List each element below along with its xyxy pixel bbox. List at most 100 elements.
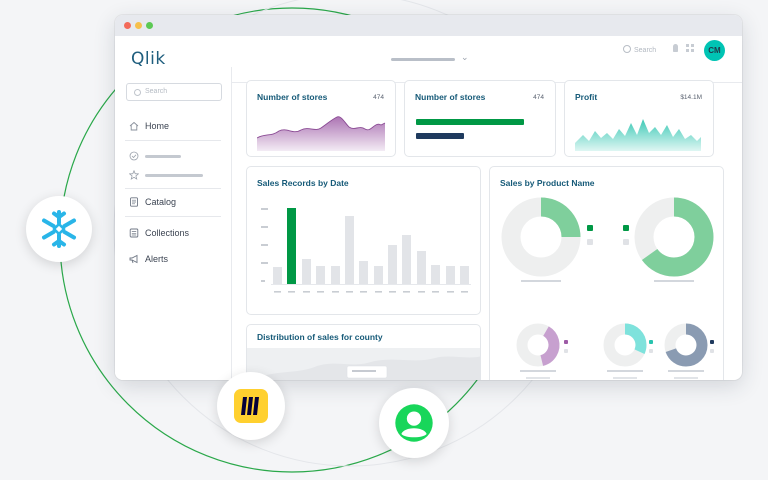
sidebar-search-placeholder: Search <box>145 88 168 95</box>
kpi-value: 474 <box>533 94 544 101</box>
sidebar-item-checked[interactable] <box>129 149 181 163</box>
app-selector[interactable]: ⌄ <box>391 52 475 66</box>
miro-mark-icon <box>241 397 259 415</box>
megaphone-icon <box>129 254 138 264</box>
sales-records-chart-card[interactable]: Sales Records by Date <box>246 166 481 315</box>
snowflake-badge[interactable] <box>26 196 92 262</box>
chart-bar <box>388 245 397 284</box>
y-tick-label-placeholder <box>261 262 268 264</box>
sidebar-item-catalog[interactable]: Catalog <box>129 195 176 209</box>
sidebar-item-label: Collections <box>145 228 190 238</box>
avatar[interactable]: CM <box>704 40 725 61</box>
legend-swatch <box>710 340 714 344</box>
donut-label-placeholder <box>613 377 637 379</box>
top-search-placeholder: Search <box>634 47 657 54</box>
x-tick-label-placeholder <box>389 291 396 293</box>
x-tick-label-placeholder <box>346 291 353 293</box>
kpi-card-number-of-stores-bars[interactable]: Number of stores 474 <box>404 80 556 157</box>
title-bar <box>115 15 742 36</box>
map-tooltip-line <box>352 370 376 372</box>
bell-icon[interactable] <box>673 44 678 52</box>
top-search[interactable]: Search <box>623 45 656 57</box>
sales-by-product-card[interactable]: Sales by Product Name <box>489 166 724 380</box>
x-tick-label-placeholder <box>418 291 425 293</box>
x-tick-label-placeholder <box>317 291 324 293</box>
sidebar-item-collections[interactable]: Collections <box>129 226 189 240</box>
chart-bar <box>460 266 469 284</box>
kpi-bar-primary <box>416 119 524 125</box>
sidebar: Search Home Catalog Collections Alerts <box>115 67 232 380</box>
chart-bar <box>302 259 311 284</box>
chart-bar <box>374 266 383 284</box>
card-title: Sales Records by Date <box>257 178 349 188</box>
kpi-title: Profit <box>575 92 598 102</box>
sales-records-bar-chart <box>261 208 471 293</box>
donut-segment <box>603 323 647 367</box>
qlik-logo[interactable]: Qlik <box>131 49 166 69</box>
sidebar-item-alerts[interactable]: Alerts <box>129 252 168 266</box>
legend-swatch <box>587 225 593 231</box>
legend-swatch <box>564 340 568 344</box>
sidebar-item-label: Catalog <box>145 197 177 207</box>
x-tick-label-placeholder <box>403 291 410 293</box>
kpi-title: Number of stores <box>257 92 328 102</box>
x-tick-label-placeholder <box>332 291 339 293</box>
miro-badge[interactable] <box>217 372 285 440</box>
miro-logo-icon <box>234 389 268 423</box>
sidebar-item-label: Alerts <box>145 254 169 264</box>
x-tick-label-placeholder <box>461 291 468 293</box>
x-tick-label-placeholder <box>432 291 439 293</box>
donut-label-placeholder <box>521 280 561 282</box>
people-logo-icon <box>395 404 433 442</box>
legend-swatch <box>649 340 653 344</box>
minimize-dot[interactable] <box>135 22 142 29</box>
chart-bar <box>402 235 411 284</box>
app-window: Qlik ⌄ Search CM Search Home <box>115 15 742 380</box>
app-selector-placeholder <box>391 58 455 61</box>
chart-bar <box>273 267 282 284</box>
distribution-map-card[interactable]: Distribution of sales for county <box>246 324 481 380</box>
kpi-card-profit[interactable]: Profit $14.1M <box>564 80 714 157</box>
chart-bar <box>345 216 354 284</box>
y-tick-label-placeholder <box>261 280 265 282</box>
snowflake-logo-icon <box>42 210 76 248</box>
card-title: Distribution of sales for county <box>257 332 383 342</box>
people-badge[interactable] <box>379 388 449 458</box>
kpi-area-line <box>257 116 386 139</box>
sidebar-item-favorites[interactable] <box>129 168 203 182</box>
search-icon <box>134 89 141 96</box>
chart-bar-highlight <box>287 208 296 284</box>
star-icon <box>129 170 139 180</box>
kpi-title: Number of stores <box>415 92 486 102</box>
maximize-dot[interactable] <box>146 22 153 29</box>
sidebar-search[interactable]: Search <box>126 83 222 101</box>
donut-label-placeholder <box>674 377 698 379</box>
donut-label-placeholder <box>526 377 550 379</box>
x-tick-label-placeholder <box>303 291 310 293</box>
county-map <box>247 348 480 380</box>
sidebar-divider <box>125 216 221 217</box>
collections-icon <box>129 228 139 238</box>
search-icon <box>623 45 631 53</box>
legend-swatch <box>587 239 593 245</box>
donut-label-placeholder <box>520 370 556 372</box>
sidebar-item-placeholder <box>145 174 203 177</box>
sidebar-item-label: Home <box>145 121 170 131</box>
grid-icon[interactable] <box>686 44 694 52</box>
x-tick-label-placeholder <box>360 291 367 293</box>
x-tick-label-placeholder <box>375 291 382 293</box>
x-axis-line <box>271 284 471 285</box>
card-title: Sales by Product Name <box>500 178 595 188</box>
donut-label-placeholder <box>654 280 694 282</box>
kpi-bar-secondary <box>416 133 464 139</box>
x-tick-label-placeholder <box>274 291 281 293</box>
sidebar-item-home[interactable]: Home <box>129 119 169 133</box>
close-dot[interactable] <box>124 22 131 29</box>
catalog-icon <box>130 197 138 207</box>
home-icon <box>129 121 139 131</box>
chart-bar <box>331 266 340 284</box>
kpi-card-number-of-stores[interactable]: Number of stores 474 <box>246 80 396 157</box>
sidebar-item-placeholder <box>145 155 181 158</box>
kpi-area-fill <box>257 116 385 151</box>
legend-swatch <box>623 225 629 231</box>
